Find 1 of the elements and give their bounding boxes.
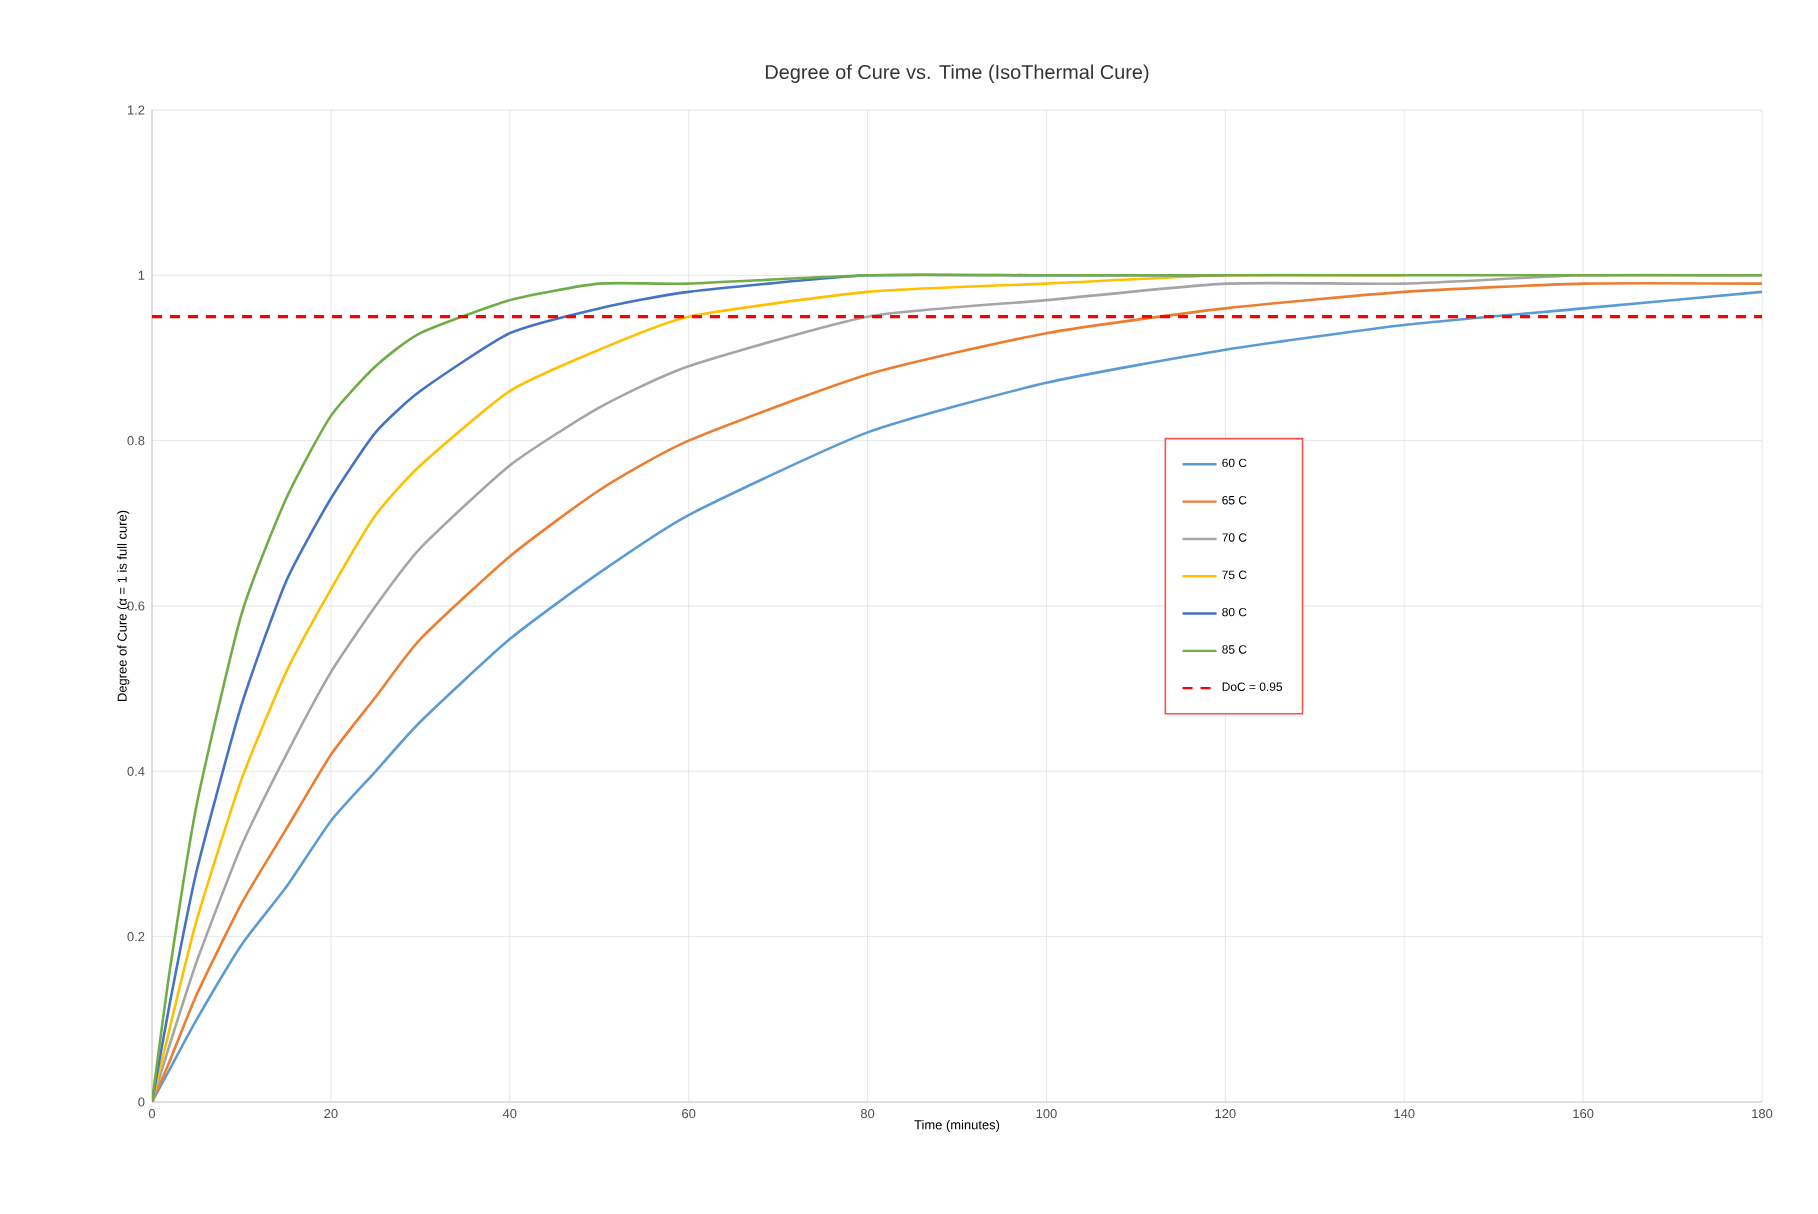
chart-title: Degree of Cure vs. Time (IsoThermal Cure) bbox=[765, 64, 1149, 83]
